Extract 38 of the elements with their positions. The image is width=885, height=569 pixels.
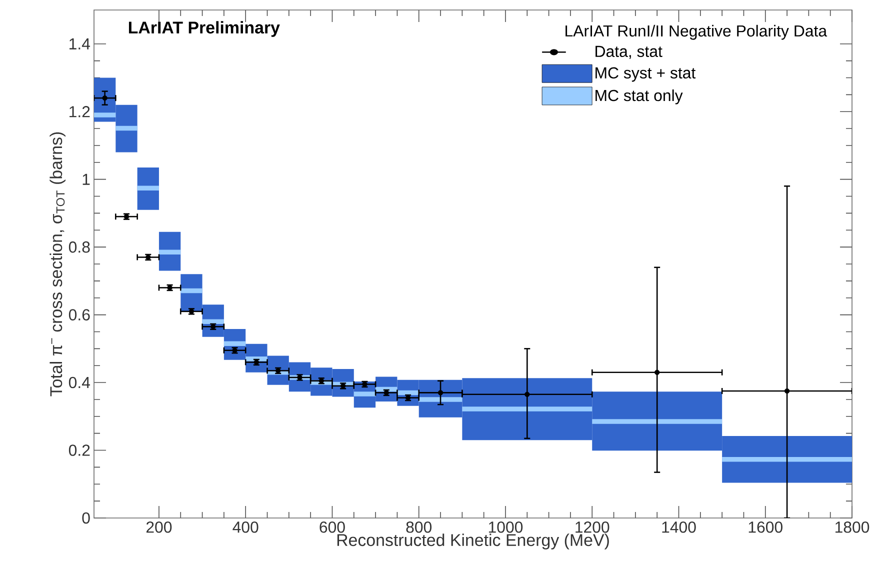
x-tick-label: 1400 [662,522,696,533]
point [654,370,660,375]
text: LArIAT Preliminary [128,21,280,37]
point [524,392,530,397]
x-tick-label: 1800 [836,522,870,533]
point [784,388,790,394]
bar [137,186,159,191]
y-tick-label: 0.6 [68,309,90,320]
x-tick-label: 1000 [488,522,523,533]
y-tick-label: 1.4 [70,38,90,50]
legend-label: MC syst + stat [596,67,696,82]
bar [137,167,159,210]
bar [94,112,116,118]
x-tick-label: 1200 [576,522,610,533]
y-tick-label: 1 [82,174,90,185]
x-tick-label: 400 [232,522,258,533]
bar [116,126,138,131]
x-tick-label: 1600 [748,522,782,533]
y-tick-label: 0.4 [68,376,90,388]
point [438,390,444,396]
legend-label: MC stat only [596,89,683,104]
x-tick-label: 800 [406,522,432,533]
y-axis-title: Total π$^{−}$ cross section, σ$_{TOT}$ (barns) [50,132,66,396]
x-tick-label: 600 [320,522,345,533]
x-tick-label: 200 [146,522,172,533]
y-tick-label: 0.8 [68,241,90,253]
legend-label: Data, stat [596,46,662,59]
point [102,95,108,101]
y-tick-label: 0 [82,512,90,524]
bar [202,319,224,324]
x-axis-title: Reconstructed Kinetic Energy (MeV) [337,534,609,550]
bar [180,288,202,294]
y-tick-label: 1.2 [70,106,90,118]
bar [224,341,246,346]
y-tick-label: 0.2 [68,444,90,456]
bar [354,392,376,396]
legend-title: LArIAT RunI/II Negative Polarity Data [566,24,828,40]
bar [158,250,181,255]
